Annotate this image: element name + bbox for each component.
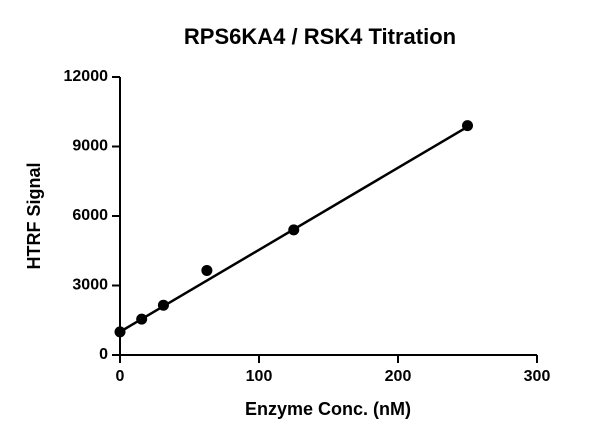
data-point xyxy=(114,326,126,338)
data-point xyxy=(136,313,148,325)
y-tick-label: 3000 xyxy=(72,277,108,294)
data-point xyxy=(462,120,473,132)
y-tick-label: 6000 xyxy=(72,207,108,224)
y-tick-label: 9000 xyxy=(72,138,108,155)
chart-title: RPS6KA4 / RSK4 Titration xyxy=(184,24,456,49)
y-axis-title: HTRF Signal xyxy=(24,163,44,270)
y-tick-label: 12000 xyxy=(64,68,109,85)
x-tick-label: 100 xyxy=(246,368,273,385)
x-tick-label: 300 xyxy=(524,368,551,385)
y-tick-label: 0 xyxy=(99,346,108,363)
x-tick-label: 0 xyxy=(116,368,125,385)
data-point xyxy=(288,224,300,236)
x-axis-title: Enzyme Conc. (nM) xyxy=(245,399,411,419)
data-point xyxy=(157,299,169,311)
data-point xyxy=(201,264,213,276)
x-tick-label: 200 xyxy=(385,368,412,385)
